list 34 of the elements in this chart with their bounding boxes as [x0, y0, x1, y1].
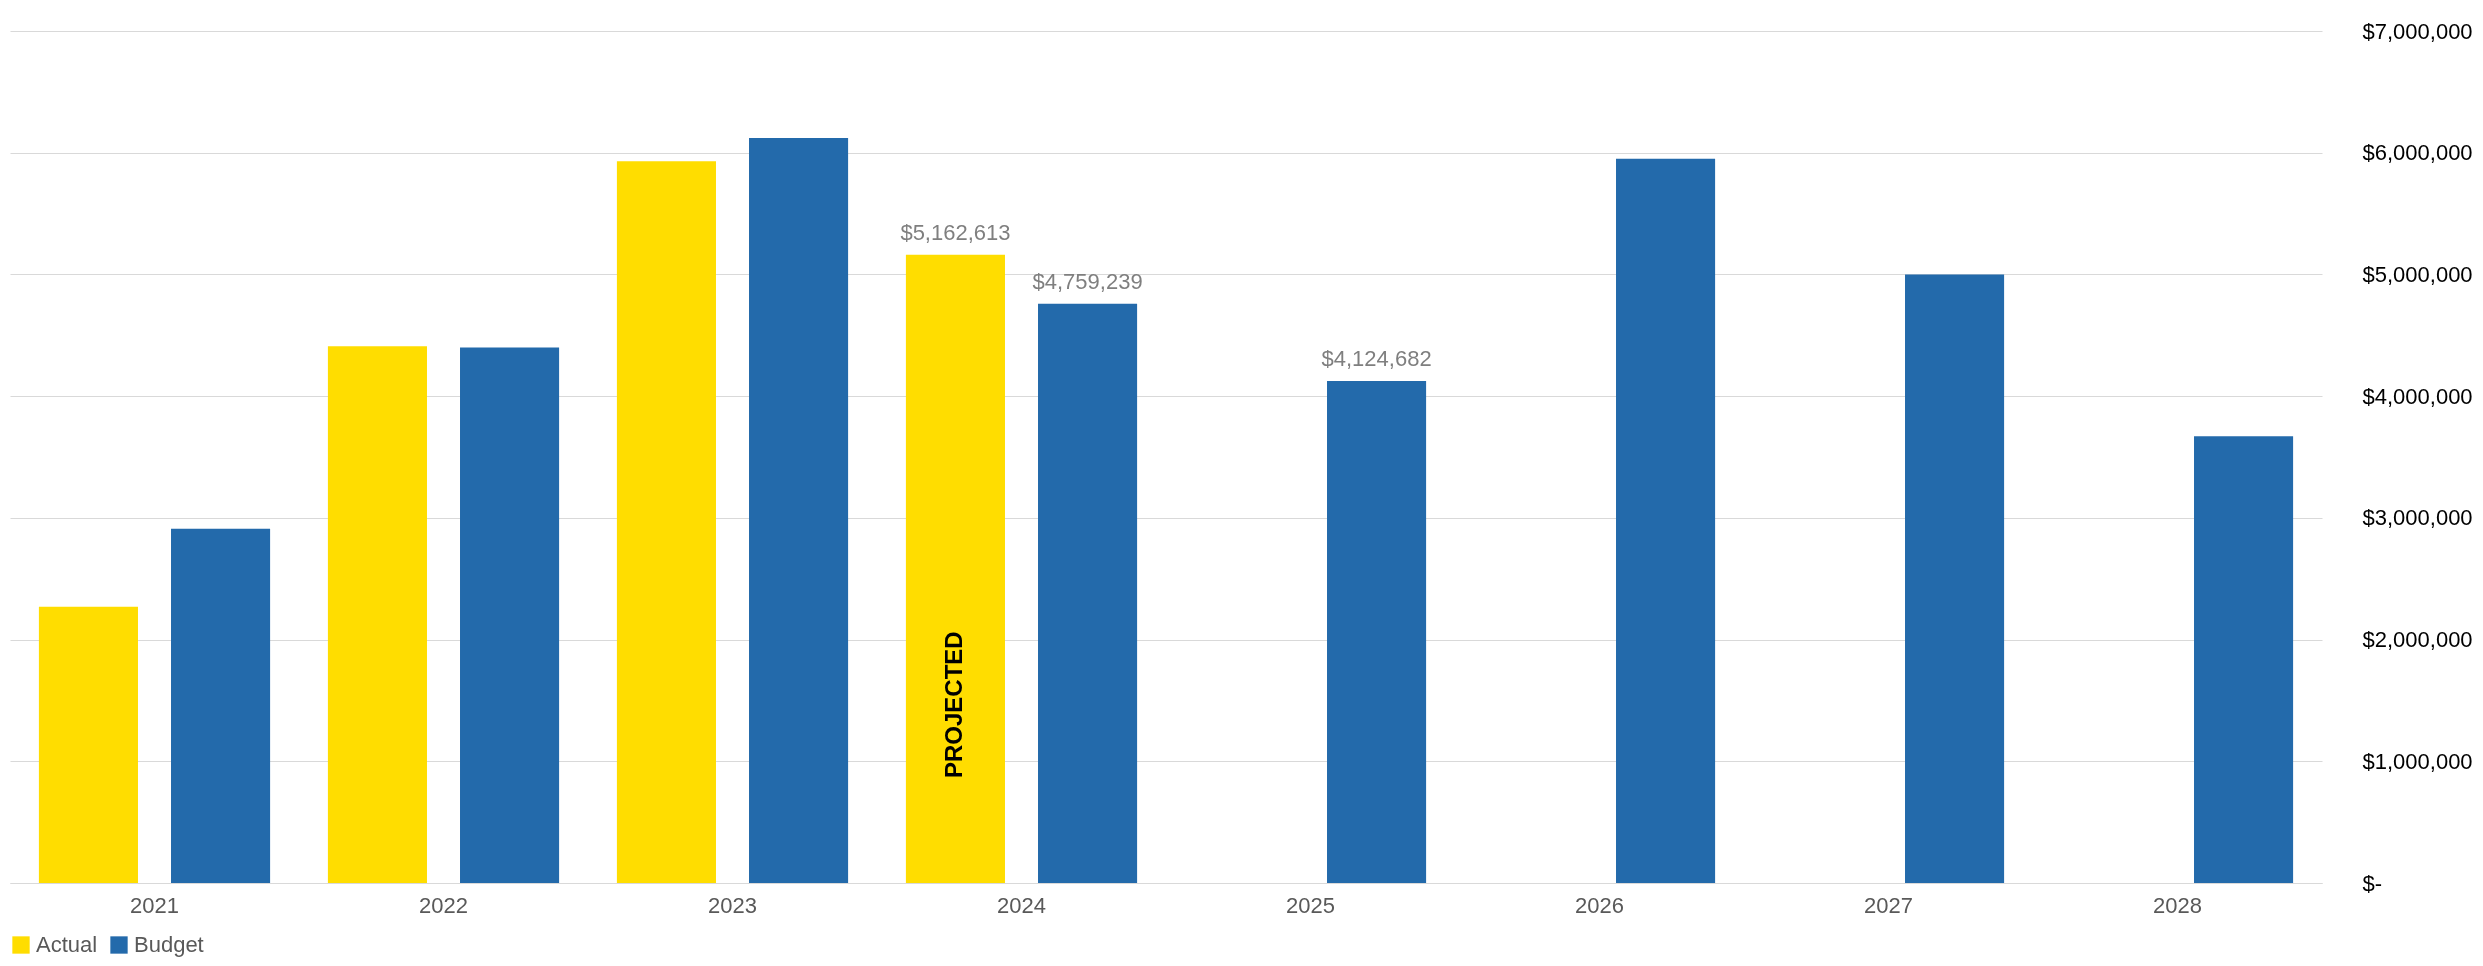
x-tick-label: 2023	[708, 892, 757, 918]
data-label: $4,124,682	[1321, 345, 1432, 371]
y-tick-label: $6,000,000	[2362, 140, 2473, 166]
legend-label: Budget	[134, 932, 204, 957]
x-tick-label: 2022	[419, 892, 468, 918]
bar	[327, 346, 427, 883]
bar	[1327, 380, 1427, 883]
bar	[171, 528, 271, 883]
y-tick-label: $5,000,000	[2362, 261, 2473, 287]
bar	[905, 254, 1005, 883]
legend-label: Actual	[36, 932, 98, 957]
bar	[616, 161, 716, 883]
y-tick-label: $1,000,000	[2362, 748, 2473, 774]
y-tick-label: $3,000,000	[2362, 505, 2473, 531]
x-tick-label: 2021	[130, 892, 179, 918]
bar	[38, 606, 138, 883]
data-label: $5,162,613	[900, 219, 1011, 245]
y-tick-label: $7,000,000	[2362, 18, 2473, 44]
bar	[2194, 436, 2294, 883]
y-tick-label: $-	[2362, 870, 2383, 896]
data-label: $4,759,239	[1032, 268, 1143, 294]
x-tick-label: 2027	[1864, 892, 1913, 918]
x-tick-label: 2025	[1286, 892, 1335, 918]
bar	[460, 347, 560, 883]
annotation: PROJECTED	[940, 631, 968, 778]
x-tick-label: 2028	[2153, 892, 2202, 918]
x-tick-label: 2026	[1575, 892, 1624, 918]
x-tick-label: 2024	[997, 892, 1046, 918]
y-tick-label: $2,000,000	[2362, 627, 2473, 653]
bar	[1038, 303, 1138, 883]
bar	[1905, 274, 2005, 883]
y-tick-label: $4,000,000	[2362, 383, 2473, 409]
bar	[749, 138, 849, 883]
bar	[1616, 158, 1716, 883]
